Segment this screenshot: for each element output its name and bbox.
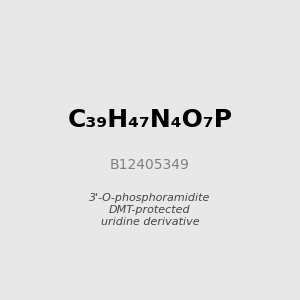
Text: 3'-O-phosphoramidite
DMT-protected
uridine derivative: 3'-O-phosphoramidite DMT-protected uridi… <box>89 194 211 226</box>
Text: C₃₉H₄₇N₄O₇P: C₃₉H₄₇N₄O₇P <box>68 108 232 132</box>
Text: B12405349: B12405349 <box>110 158 190 172</box>
